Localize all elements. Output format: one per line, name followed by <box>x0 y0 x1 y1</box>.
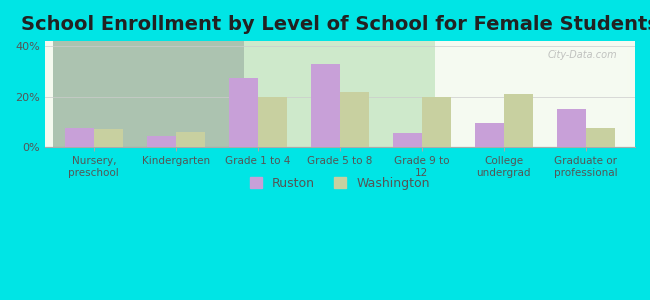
Bar <box>311 64 340 147</box>
Bar <box>422 97 450 147</box>
Bar <box>475 123 504 147</box>
Bar <box>65 128 94 147</box>
Bar <box>94 130 122 147</box>
Bar <box>176 132 205 147</box>
Bar <box>393 133 422 147</box>
Bar <box>340 92 369 147</box>
Title: School Enrollment by Level of School for Female Students: School Enrollment by Level of School for… <box>21 15 650 34</box>
Bar <box>504 94 532 147</box>
Bar <box>557 109 586 147</box>
Bar <box>258 97 287 147</box>
Bar <box>147 136 176 147</box>
Legend: Ruston, Washington: Ruston, Washington <box>244 170 436 196</box>
Text: City-Data.com: City-Data.com <box>548 50 617 60</box>
Bar <box>229 78 258 147</box>
Bar <box>586 128 614 147</box>
